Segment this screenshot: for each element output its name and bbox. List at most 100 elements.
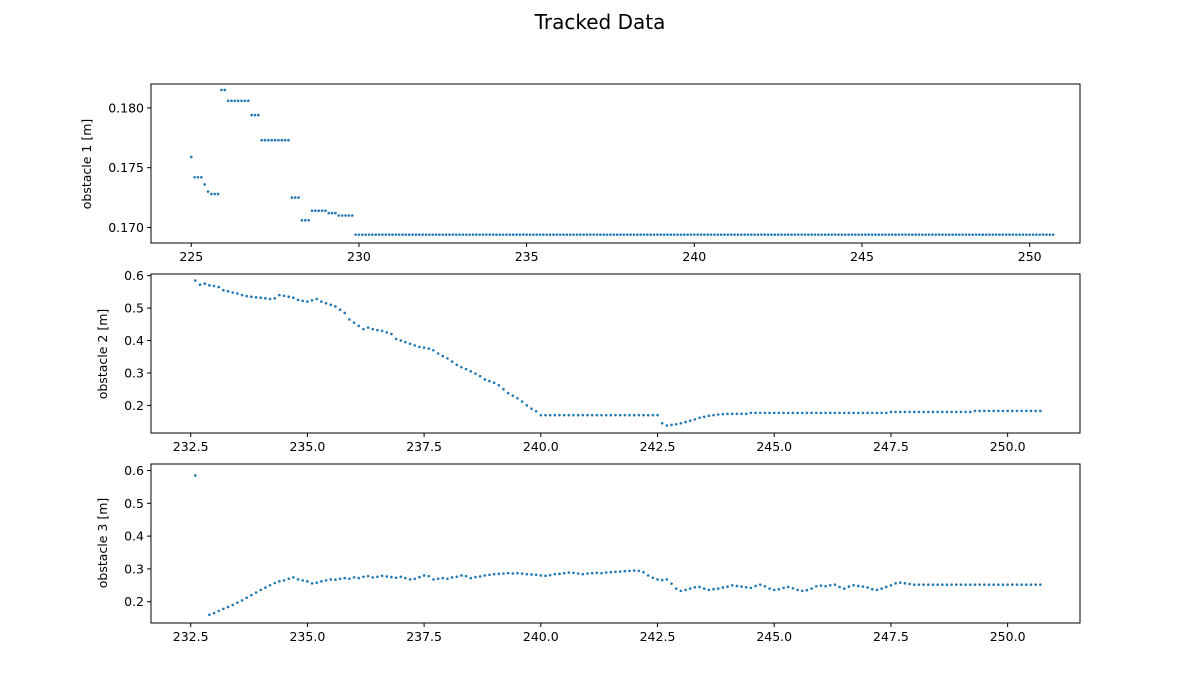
- data-point: [622, 233, 626, 236]
- data-point: [315, 581, 319, 584]
- data-point: [578, 233, 582, 236]
- data-point: [780, 233, 783, 236]
- data-point: [763, 233, 767, 236]
- x-tick-label: 240.0: [523, 439, 559, 454]
- data-point: [254, 591, 258, 594]
- data-point: [791, 586, 795, 590]
- data-point: [763, 584, 767, 588]
- data-point: [887, 233, 891, 236]
- data-point: [390, 332, 393, 336]
- x-tick-label: 230: [347, 249, 371, 264]
- data-point: [387, 233, 391, 236]
- data-point: [674, 587, 678, 590]
- data-point: [729, 233, 733, 236]
- data-point: [1039, 583, 1042, 586]
- data-point: [534, 573, 538, 577]
- data-point: [506, 391, 510, 395]
- data-point: [807, 233, 810, 236]
- data-point: [686, 233, 689, 236]
- data-point: [665, 424, 669, 427]
- data-point: [768, 411, 771, 415]
- y-tick-label: 0.3: [124, 561, 144, 576]
- data-point: [391, 233, 394, 236]
- data-point: [545, 233, 549, 236]
- data-point: [592, 233, 595, 236]
- data-point: [756, 233, 760, 236]
- data-point: [297, 196, 300, 199]
- data-point: [210, 192, 213, 196]
- data-point: [270, 138, 274, 142]
- data-point: [381, 233, 384, 236]
- data-point: [679, 421, 683, 425]
- data-point: [852, 584, 855, 587]
- data-point: [981, 233, 985, 236]
- data-point: [730, 412, 734, 416]
- data-point: [997, 583, 1000, 586]
- data-point: [481, 233, 485, 236]
- data-point: [558, 413, 561, 417]
- data-point: [753, 233, 756, 236]
- data-point: [212, 611, 216, 615]
- data-point: [605, 233, 609, 236]
- data-point: [307, 218, 310, 222]
- data-point: [475, 233, 478, 236]
- data-point: [530, 407, 533, 410]
- data-point: [553, 413, 557, 417]
- data-point: [444, 233, 448, 236]
- data-point: [1015, 583, 1019, 586]
- data-point: [959, 410, 963, 414]
- data-point: [777, 587, 781, 591]
- data-point: [441, 354, 445, 358]
- data-point: [735, 412, 739, 416]
- data-point: [884, 233, 887, 236]
- data-point: [968, 233, 971, 236]
- data-point: [709, 233, 713, 236]
- data-point: [324, 301, 328, 305]
- data-point: [954, 583, 958, 586]
- data-point: [595, 571, 599, 575]
- data-point: [964, 233, 968, 236]
- plot-frame: [150, 463, 1081, 624]
- data-point: [931, 583, 935, 586]
- data-point: [394, 337, 398, 341]
- data-point: [492, 381, 496, 385]
- data-point: [508, 233, 512, 236]
- data-point: [371, 233, 374, 236]
- data-point: [600, 571, 603, 575]
- y-tick-label: 0.4: [124, 333, 144, 348]
- data-point: [1045, 233, 1048, 236]
- data-point: [629, 233, 632, 236]
- data-point: [672, 233, 676, 236]
- data-point: [414, 233, 418, 236]
- data-point: [455, 575, 459, 579]
- data-point: [959, 583, 963, 586]
- data-point: [497, 384, 501, 387]
- data-point: [511, 233, 515, 236]
- data-point: [364, 233, 367, 236]
- data-point: [824, 411, 827, 415]
- data-point: [469, 576, 473, 580]
- data-point: [292, 576, 295, 579]
- data-point: [282, 579, 286, 582]
- data-point: [693, 233, 696, 236]
- data-point: [413, 577, 417, 581]
- data-point: [296, 578, 300, 581]
- data-point: [283, 138, 287, 142]
- data-point: [502, 387, 505, 391]
- data-point: [428, 233, 431, 236]
- data-point: [842, 587, 846, 590]
- data-point: [954, 233, 958, 236]
- data-point: [951, 233, 954, 236]
- data-point: [357, 576, 361, 580]
- data-point: [451, 233, 455, 236]
- data-point: [652, 233, 656, 236]
- data-point: [1025, 409, 1028, 413]
- y-tick-label: 0.4: [124, 529, 144, 544]
- data-point: [581, 413, 585, 417]
- data-point: [404, 576, 407, 580]
- data-point: [233, 99, 237, 103]
- data-point: [478, 575, 482, 578]
- data-point: [371, 327, 375, 331]
- data-point: [924, 233, 928, 236]
- data-point: [366, 574, 370, 578]
